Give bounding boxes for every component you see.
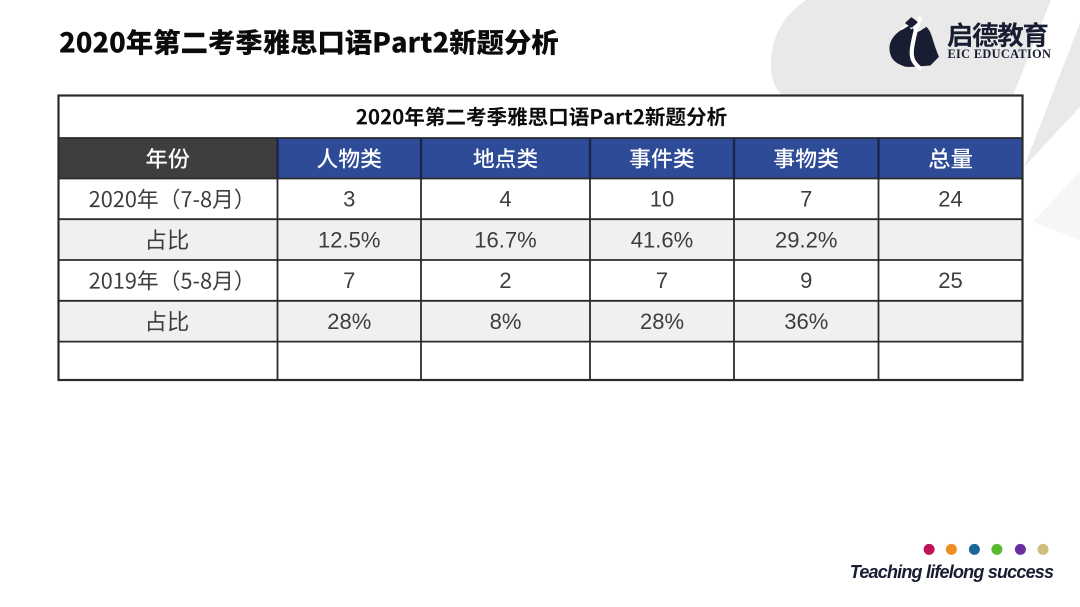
svg-text:7: 7 (800, 187, 812, 212)
svg-text:16.7%: 16.7% (474, 227, 536, 252)
svg-text:28%: 28% (327, 309, 371, 334)
svg-text:10: 10 (650, 187, 674, 212)
svg-text:EIC EDUCATION: EIC EDUCATION (948, 47, 1052, 61)
svg-text:12.5%: 12.5% (318, 227, 380, 252)
svg-text:25: 25 (938, 268, 962, 293)
svg-text:Teaching lifelong success: Teaching lifelong success (850, 562, 1054, 582)
svg-text:9: 9 (800, 268, 812, 293)
svg-text:3: 3 (343, 187, 355, 212)
svg-text:8%: 8% (490, 309, 522, 334)
svg-text:24: 24 (938, 187, 962, 212)
svg-text:28%: 28% (640, 309, 684, 334)
svg-text:7: 7 (343, 268, 355, 293)
svg-text:2: 2 (499, 268, 511, 293)
svg-text:7: 7 (656, 268, 668, 293)
svg-text:29.2%: 29.2% (775, 227, 837, 252)
svg-text:36%: 36% (784, 309, 828, 334)
svg-text:41.6%: 41.6% (631, 227, 693, 252)
svg-text:4: 4 (499, 187, 511, 212)
